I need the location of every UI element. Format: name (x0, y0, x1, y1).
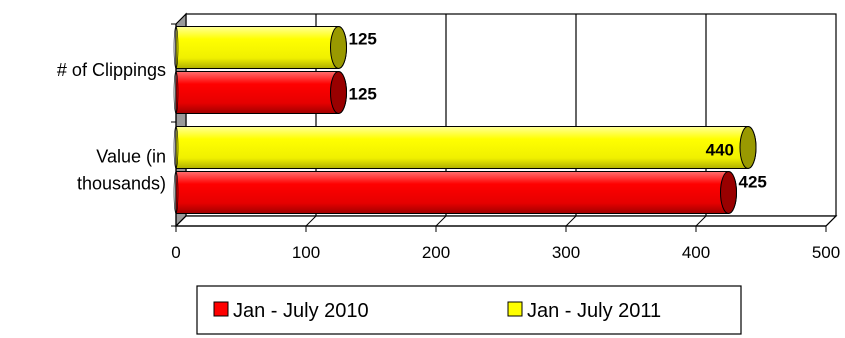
x-tick-label: 0 (171, 243, 180, 262)
x-tick-label: 200 (422, 243, 450, 262)
bar-body (175, 26, 347, 69)
bar (173, 26, 347, 69)
x-tick-label: 500 (812, 243, 840, 262)
floor-gridline (175, 215, 187, 227)
bar-body (175, 126, 757, 169)
bar-cap (330, 71, 347, 114)
bar-cap (720, 171, 737, 214)
floor (174, 215, 838, 227)
bar-start-cap (173, 171, 179, 214)
x-tick-label: 100 (292, 243, 320, 262)
data-label: 440 (706, 141, 734, 160)
floor-gridline (565, 215, 577, 227)
bar-cap (739, 126, 757, 169)
floor-gridline (825, 215, 837, 227)
legend: Jan - July 2010 Jan - July 2011 (196, 285, 742, 335)
category-label: Value (in thousands) (77, 147, 166, 194)
bar-body (175, 71, 347, 114)
x-tick-label: 300 (552, 243, 580, 262)
floor-gridline (305, 215, 317, 227)
data-label: 125 (349, 85, 377, 104)
category-label: # of Clippings (57, 60, 166, 80)
category-label-line: Value (in (96, 147, 166, 167)
x-tick-label: 400 (682, 243, 710, 262)
bar (173, 171, 737, 214)
category-label-line: thousands) (77, 174, 166, 194)
bar-body (175, 171, 737, 214)
legend-swatch (213, 301, 229, 317)
floor-gridline (695, 215, 707, 227)
data-label: 425 (739, 173, 767, 192)
bar (173, 71, 347, 114)
bar-start-cap (173, 26, 179, 69)
bar-start-cap (173, 71, 179, 114)
legend-swatch (507, 301, 523, 317)
category-label-line: # of Clippings (57, 60, 166, 80)
floor-gridline (435, 215, 447, 227)
bar-cap (330, 26, 347, 69)
data-label: 125 (349, 30, 377, 49)
legend-box (196, 285, 742, 335)
bar (173, 126, 757, 169)
legend-label: Jan - July 2010 (233, 300, 369, 322)
bar-start-cap (173, 126, 179, 169)
legend-label: Jan - July 2011 (527, 300, 661, 322)
